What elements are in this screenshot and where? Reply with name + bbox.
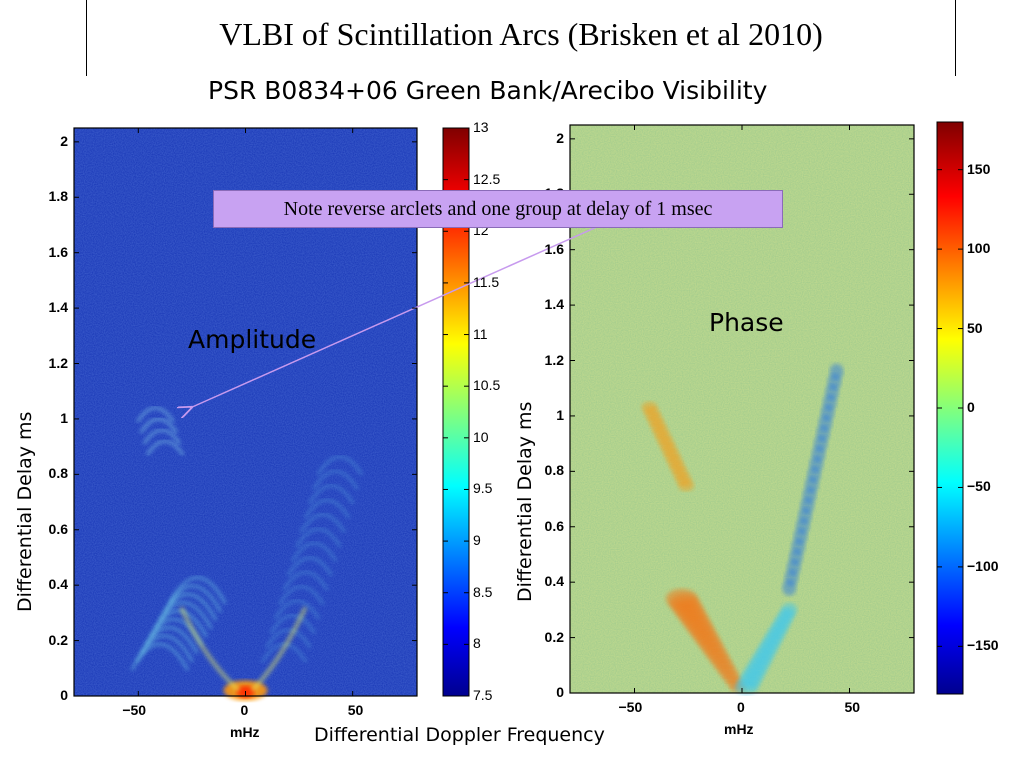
slide-title: VLBI of Scintillation Arcs (Brisken et a… — [219, 16, 823, 52]
phase-negative-arm — [829, 363, 844, 380]
y-tick-label: 0 — [556, 684, 564, 700]
x-tick-label: 50 — [347, 702, 364, 718]
phase-y-axis-label: Differential Delay ms — [514, 401, 536, 602]
arclet-group — [136, 406, 175, 423]
amplitude-panel-label: Amplitude — [188, 325, 317, 354]
colorbar-tick-label: 10 — [473, 428, 489, 445]
annotation-arrow — [190, 221, 609, 408]
arclet-group — [143, 429, 181, 445]
phase-positive-arclet — [678, 479, 695, 492]
arclet — [317, 456, 363, 476]
y-tick-label: 0 — [60, 687, 68, 703]
y-tick-label: 0.6 — [48, 520, 68, 537]
amplitude-x-unit: mHz — [230, 724, 260, 740]
colorbar-tick-label: −100 — [967, 557, 999, 574]
phase-x-unit: mHz — [724, 721, 754, 737]
y-tick-label: 0.2 — [544, 628, 564, 645]
arclet — [282, 571, 329, 591]
arclet — [291, 542, 337, 562]
amplitude-y-axis-label: Differential Delay ms — [14, 411, 36, 612]
x-tick-label: 0 — [240, 702, 249, 718]
colorbar-tick-label: 9 — [473, 532, 481, 549]
colorbar-tick-label: −50 — [967, 478, 991, 495]
arclet — [269, 614, 316, 634]
arc-arm — [179, 606, 241, 692]
y-tick-label: 2 — [556, 129, 564, 146]
colorbar-tick-label: −150 — [967, 637, 999, 654]
colorbar-tick-label: 8.5 — [473, 583, 493, 600]
colorbar-tick-label: 150 — [967, 160, 991, 177]
tick-marks — [74, 125, 963, 697]
colorbar-tick-label: 8 — [473, 635, 481, 652]
y-tick-label: 1.4 — [48, 299, 68, 316]
figure-title: PSR B0834+06 Green Bank/Arecibo Visibili… — [208, 76, 768, 105]
y-tick-label: 1.4 — [544, 296, 564, 313]
y-tick-label: 0.8 — [544, 462, 564, 479]
arclet — [312, 470, 359, 490]
phase-negative-blob — [781, 602, 798, 617]
title-box: VLBI of Scintillation Arcs (Brisken et a… — [86, 0, 956, 76]
arclet — [295, 528, 342, 548]
y-tick-label: 1.6 — [48, 243, 68, 260]
arclet — [168, 576, 227, 605]
colorbar-tick-label: 7.5 — [473, 687, 493, 703]
y-tick-label: 1 — [556, 406, 564, 423]
y-tick-label: 1 — [60, 409, 68, 426]
y-tick-label: 0.8 — [48, 465, 68, 482]
arclet-group — [139, 418, 178, 434]
y-tick-label: 1.2 — [48, 354, 68, 371]
x-axis-label: Differential Doppler Frequency — [314, 724, 605, 746]
arclet — [278, 585, 325, 605]
arclet-group — [146, 440, 184, 456]
colorbar-tick-label: 12.5 — [473, 170, 501, 187]
y-tick-label: 0.4 — [48, 576, 68, 593]
phase-features — [641, 363, 844, 695]
arclet — [265, 629, 312, 649]
x-tick-label: −50 — [122, 702, 147, 718]
annotation-note: Note reverse arclets and one group at de… — [213, 190, 783, 228]
arclet — [287, 557, 333, 577]
x-tick-label: 50 — [844, 699, 861, 715]
x-tick-label: −50 — [618, 699, 643, 715]
x-tick-label: 0 — [737, 699, 745, 715]
y-tick-label: 1.8 — [48, 188, 68, 205]
colorbar-tick-label: 50 — [967, 319, 983, 336]
y-tick-label: 1.2 — [544, 351, 564, 368]
y-tick-label: 1.6 — [544, 240, 564, 257]
arclet — [308, 484, 355, 505]
y-tick-label: 2 — [60, 132, 68, 149]
colorbar-tick-label: 9.5 — [473, 480, 493, 497]
colorbar-tick-label: 10.5 — [473, 377, 501, 394]
colorbar-tick-label: 0 — [967, 399, 975, 415]
phase-panel-label: Phase — [709, 308, 784, 337]
arclet — [304, 499, 350, 519]
y-tick-label: 0.4 — [544, 573, 564, 590]
colorbar-tick-label: 11.5 — [473, 273, 500, 290]
y-tick-label: 0.2 — [48, 631, 68, 648]
arc-arm — [250, 606, 308, 692]
colorbar-tick-label: 13 — [473, 119, 489, 135]
colorbar-tick-label: 100 — [967, 240, 991, 257]
arclet — [299, 513, 346, 533]
arclet — [274, 600, 320, 620]
y-tick-label: 0.6 — [544, 517, 564, 534]
colorbar-tick-label: 11 — [473, 325, 488, 342]
